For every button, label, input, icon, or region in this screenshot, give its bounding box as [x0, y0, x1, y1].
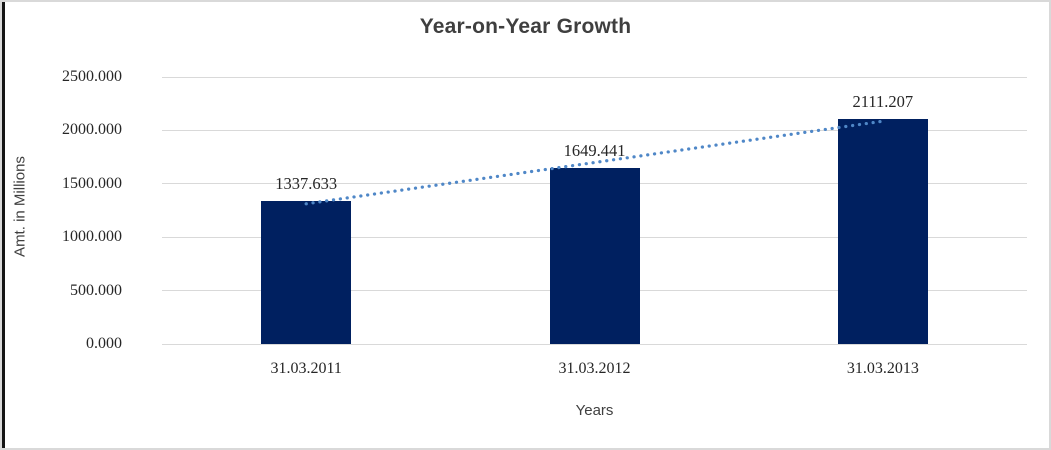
- data-label: 2111.207: [852, 91, 914, 111]
- data-label: 1649.441: [563, 140, 626, 160]
- y-tick-label: 500.000: [70, 281, 122, 299]
- plot-area: 0.000 500.000 1000.000 1500.000 2000.000 2500…: [62, 68, 1027, 352]
- trendline: [304, 119, 885, 206]
- y-tick-label: 1500.000: [62, 174, 122, 192]
- x-tick-label: 31.03.2013: [846, 360, 919, 377]
- x-axis-title: Years: [575, 402, 614, 419]
- x-tick-label: 31.03.2012: [558, 360, 631, 377]
- y-tick-label: 1000.000: [62, 228, 122, 246]
- bar-31.03.2012: [549, 167, 640, 344]
- gridline: [162, 343, 1027, 345]
- x-tick-label: 31.03.2011: [270, 360, 342, 377]
- left-border-line: [2, 2, 5, 448]
- bar-31.03.2013: [837, 118, 928, 344]
- gridline: [162, 129, 1027, 131]
- gridline: [162, 76, 1027, 78]
- y-axis-title: Amt. in Millions: [11, 156, 29, 257]
- y-tick-label: 2500.000: [62, 68, 122, 85]
- data-label: 1337.633: [275, 174, 338, 194]
- y-tick-label: 0.000: [86, 335, 122, 352]
- bar-31.03.2011: [261, 201, 352, 344]
- chart-title: Year-on-Year Growth: [419, 15, 632, 38]
- y-tick-label: 2000.000: [62, 121, 122, 139]
